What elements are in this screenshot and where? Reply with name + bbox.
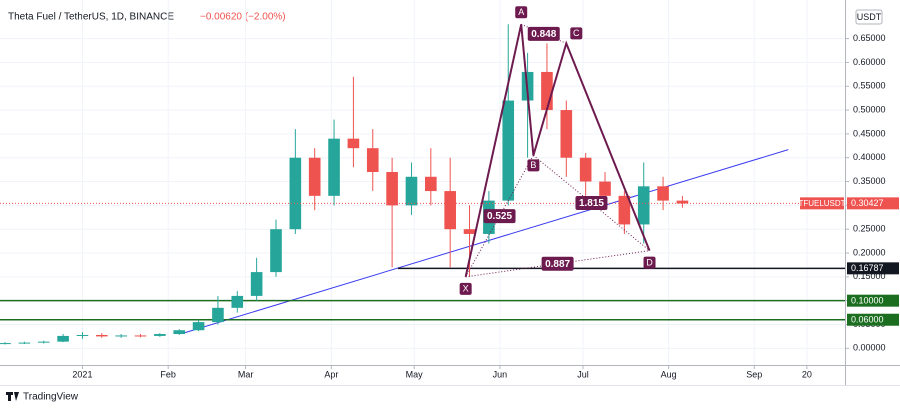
x-tick-label: Jun — [493, 369, 508, 379]
level-label-box — [847, 313, 899, 326]
x-tick-label: Jul — [577, 369, 589, 379]
pattern-ratio-box — [541, 256, 574, 271]
pattern-ratio-label: 0.848 — [531, 29, 556, 40]
last-price-box — [847, 197, 899, 210]
y-tick-label: 0.50000 — [853, 104, 886, 114]
level-label: 0.16787 — [851, 263, 884, 273]
y-tick-label: 0.20000 — [853, 247, 886, 257]
candle-body — [270, 229, 282, 273]
pattern-ratio-label: 1.815 — [579, 198, 604, 209]
candle-body — [676, 200, 689, 204]
candle-body — [250, 272, 263, 296]
x-tick-label: 20 — [802, 369, 812, 379]
candle-body — [173, 330, 186, 335]
pattern-point-label: A — [518, 7, 524, 17]
x-tick-label: Feb — [160, 369, 176, 379]
pattern-ratio-box — [575, 195, 608, 210]
candle-body — [0, 343, 11, 345]
candle-body — [328, 138, 340, 196]
y-tick-label: 0.60000 — [853, 57, 886, 67]
unit-label: USDT — [857, 12, 882, 22]
y-tick-label: 0.00000 — [853, 343, 886, 353]
candle-body — [231, 295, 244, 308]
candle-body — [618, 195, 631, 225]
pattern-point-box — [570, 27, 583, 40]
footer-brand: TradingView — [23, 392, 79, 403]
candle-body — [405, 176, 418, 206]
x-tick-label: Apr — [324, 369, 338, 379]
pattern-legs — [464, 24, 651, 278]
pattern-point-label: D — [646, 258, 653, 268]
y-tick-label: 0.35000 — [853, 176, 886, 186]
candle-body — [463, 229, 476, 234]
candle-body — [444, 191, 456, 230]
price-change: −0.00620 (−2.00%) — [200, 12, 286, 23]
pattern-ratio-label: 0.525 — [487, 211, 512, 222]
candle-body — [366, 148, 379, 173]
pattern-ratio-label: 0.887 — [545, 259, 570, 270]
logo — [6, 392, 19, 401]
y-tick-label: 0.45000 — [853, 128, 886, 138]
candle-body — [560, 110, 573, 158]
pattern-ratio-box — [483, 209, 516, 224]
candle-body — [192, 322, 205, 331]
candle-body — [579, 157, 592, 182]
candle-body — [18, 342, 31, 344]
candle-body — [76, 334, 89, 336]
candle-body — [57, 335, 69, 342]
y-tick-label: 0.40000 — [853, 152, 886, 162]
candle-body — [134, 335, 147, 337]
candle-body — [95, 334, 108, 337]
pattern-point-label: X — [463, 284, 469, 294]
candle-body — [541, 71, 553, 111]
x-tick-label: Aug — [661, 369, 677, 379]
level-label: 0.10000 — [851, 296, 884, 306]
candle-body — [599, 181, 611, 196]
pattern-point-label: B — [530, 160, 536, 170]
candle-body — [37, 341, 50, 343]
y-tick-label: 0.25000 — [853, 224, 886, 234]
pattern-point-box — [643, 256, 656, 269]
last-price-name: TFUELUSDT — [798, 199, 845, 208]
logo-mark — [8, 392, 11, 401]
candle-body — [154, 334, 166, 336]
candle-body — [212, 307, 224, 323]
pattern-ratio-line — [465, 250, 650, 278]
x-tick-label: May — [406, 369, 424, 379]
trendline — [184, 149, 789, 334]
candle-body — [425, 176, 437, 192]
pattern-point-box — [515, 6, 528, 19]
logo-mark — [14, 392, 19, 401]
candle-body — [347, 138, 360, 149]
pattern-point-box — [459, 282, 472, 295]
y-tick-label: 0.15000 — [853, 271, 886, 281]
candle-body — [289, 157, 302, 230]
level-label-box — [847, 262, 899, 275]
level-label-box — [847, 294, 899, 307]
candle-body — [115, 335, 127, 337]
candle-body — [386, 172, 398, 206]
x-tick-label: Sep — [746, 369, 762, 379]
pattern-ratio-box — [527, 26, 560, 41]
level-label: 0.06000 — [851, 315, 884, 325]
x-tick-label: Mar — [238, 369, 254, 379]
last-price-name-box — [800, 197, 844, 210]
x-tick-label: 2021 — [72, 369, 92, 379]
chart-title: Theta Fuel / TetherUS, 1D, BINANCE — [8, 12, 174, 23]
pattern-point-box — [527, 159, 540, 172]
candle-body — [637, 186, 650, 225]
candle-body — [308, 157, 321, 196]
candle-body — [502, 100, 515, 201]
unit-box — [855, 9, 883, 25]
pattern-point-label: C — [573, 28, 580, 38]
candle-body — [657, 186, 669, 201]
last-price-label: 0.30427 — [851, 198, 884, 208]
y-tick-label: 0.65000 — [853, 33, 886, 43]
y-tick-label: 0.55000 — [853, 81, 886, 91]
